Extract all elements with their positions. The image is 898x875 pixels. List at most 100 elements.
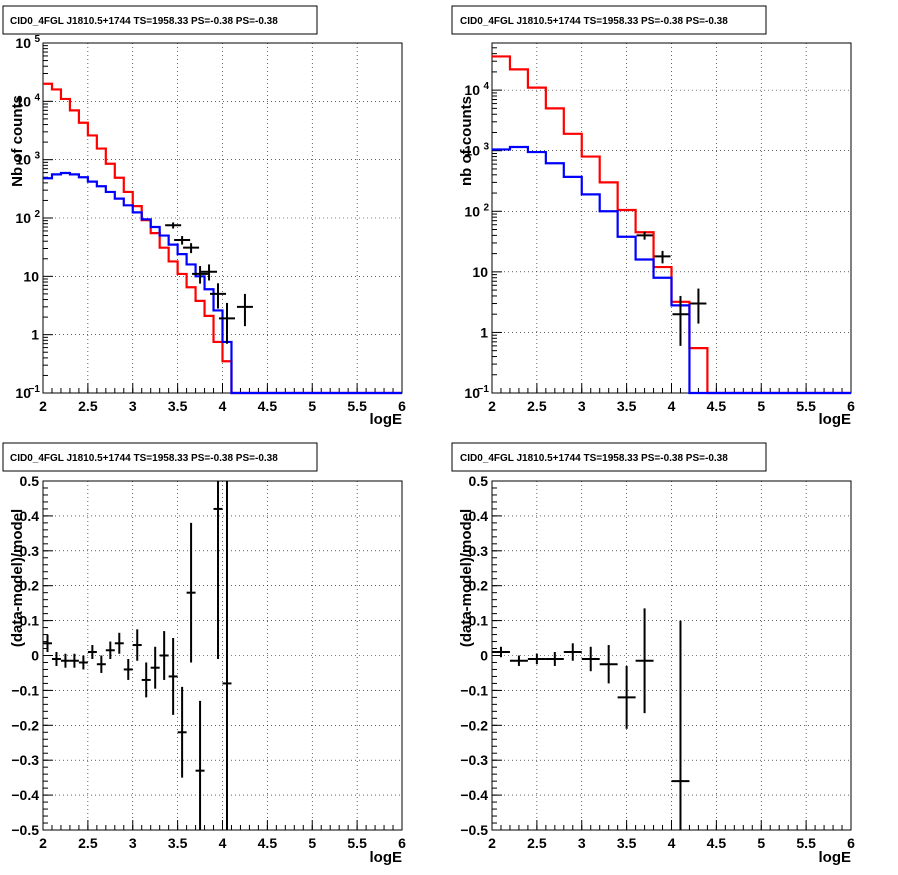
residual-point [195, 700, 205, 830]
x-axis-title: logE [370, 849, 403, 866]
y-axis-title: nb of counts [458, 96, 475, 186]
data-point [672, 295, 689, 346]
y-tick-label: −0.1 [11, 682, 39, 698]
x-tick-label: 2 [39, 398, 47, 414]
residual-point [123, 658, 133, 680]
residual-point [105, 641, 115, 659]
residual-point [581, 646, 600, 672]
x-tick-label: 4.5 [707, 398, 727, 414]
data-point [690, 288, 707, 324]
residual-point [213, 481, 223, 659]
y-tick-exponent: 2 [483, 202, 489, 213]
x-tick-label: 6 [847, 398, 855, 414]
residual-point [132, 629, 142, 661]
x-tick-label: 2.5 [78, 835, 98, 851]
panel-title-box: CID0_4FGL J1810.5+1744 TS=1958.33 PS=-0.… [451, 442, 767, 472]
y-tick-exponent: −1 [29, 384, 41, 395]
panel-bottom-right: CID0_4FGL J1810.5+1744 TS=1958.33 PS=-0.… [451, 442, 855, 866]
data-point [654, 250, 671, 264]
residual-point [671, 620, 690, 830]
y-tick-label: 10 [15, 35, 31, 51]
y-tick-label: 10 [15, 210, 31, 226]
histogram-series-1 [43, 171, 402, 395]
data-point [183, 243, 200, 254]
data-point [636, 231, 653, 240]
x-tick-label: 5.5 [347, 835, 367, 851]
y-tick-label: 0.4 [469, 508, 489, 524]
x-tick-label: 3 [578, 835, 586, 851]
y-tick-exponent: −1 [478, 384, 490, 395]
residual-point [159, 631, 169, 680]
y-tick-label: 0.1 [469, 613, 489, 629]
residual-point [222, 481, 232, 830]
x-tick-label: 2 [488, 835, 496, 851]
data-point [201, 264, 218, 281]
y-tick-label: 10 [15, 385, 31, 401]
residual-point [617, 665, 636, 729]
x-tick-label: 5 [757, 835, 765, 851]
residual-point [599, 645, 618, 684]
y-tick-exponent: 3 [483, 142, 489, 153]
panel-title: CID0_4FGL J1810.5+1744 TS=1958.33 PS=-0.… [10, 453, 278, 464]
x-tick-label: 3 [578, 398, 586, 414]
x-tick-label: 4.5 [258, 835, 278, 851]
x-tick-label: 2.5 [527, 398, 547, 414]
residual-point [87, 645, 97, 659]
panel-title-box: CID0_4FGL J1810.5+1744 TS=1958.33 PS=-0.… [451, 5, 767, 35]
x-tick-label: 6 [398, 835, 406, 851]
residual-point [635, 608, 654, 714]
x-axis-title: logE [370, 411, 403, 428]
x-tick-label: 4 [668, 835, 676, 851]
x-tick-label: 5.5 [347, 398, 367, 414]
x-tick-label: 5.5 [796, 835, 816, 851]
y-tick-exponent: 4 [483, 81, 489, 92]
y-tick-label: −0.3 [11, 752, 39, 768]
y-tick-exponent: 5 [34, 34, 40, 45]
panel-title: CID0_4FGL J1810.5+1744 TS=1958.33 PS=-0.… [460, 16, 728, 27]
x-tick-label: 2 [39, 835, 47, 851]
x-tick-label: 4 [219, 835, 227, 851]
y-tick-label: −0.4 [460, 787, 488, 803]
data-point [210, 283, 227, 309]
y-tick-label: 0.5 [20, 473, 40, 489]
residual-point [60, 653, 70, 668]
y-tick-label: 10 [15, 93, 31, 109]
x-axis-title: logE [819, 849, 852, 866]
y-tick-label: 1 [31, 327, 39, 343]
y-tick-exponent: 3 [34, 151, 40, 162]
x-tick-label: 6 [398, 398, 406, 414]
data-point [165, 222, 182, 229]
y-tick-label: 0.3 [469, 543, 489, 559]
y-tick-label: −0.2 [11, 717, 39, 733]
data-point [236, 293, 253, 327]
histogram-series-1 [492, 145, 851, 395]
residual-point [168, 638, 178, 715]
x-tick-label: 5.5 [796, 398, 816, 414]
y-tick-label: −0.4 [11, 787, 39, 803]
y-tick-label: 10 [472, 264, 488, 280]
residual-point [492, 646, 510, 658]
residual-point [69, 653, 79, 668]
plot-frame [491, 42, 852, 394]
y-tick-label: 1 [480, 324, 488, 340]
y-tick-label: 0.2 [469, 578, 489, 594]
y-tick-label: 10 [464, 143, 480, 159]
x-tick-label: 3.5 [168, 398, 188, 414]
residual-point [186, 522, 196, 663]
panel-title-box: CID0_4FGL J1810.5+1744 TS=1958.33 PS=-0.… [2, 442, 318, 472]
residual-point [43, 634, 52, 653]
residual-point [150, 646, 160, 689]
residual-point [177, 686, 187, 778]
y-tick-label: −0.5 [460, 822, 488, 838]
x-tick-label: 4 [668, 398, 676, 414]
panel-top-left: CID0_4FGL J1810.5+1744 TS=1958.33 PS=-0.… [2, 5, 406, 428]
y-tick-label: −0.5 [11, 822, 39, 838]
residual-point [141, 662, 151, 698]
x-tick-label: 4 [219, 398, 227, 414]
y-tick-exponent: 2 [34, 209, 40, 220]
y-tick-label: 0.3 [20, 543, 40, 559]
y-tick-label: 0.4 [20, 508, 40, 524]
x-tick-label: 6 [847, 835, 855, 851]
x-tick-label: 2.5 [527, 835, 547, 851]
x-tick-label: 2.5 [78, 398, 98, 414]
